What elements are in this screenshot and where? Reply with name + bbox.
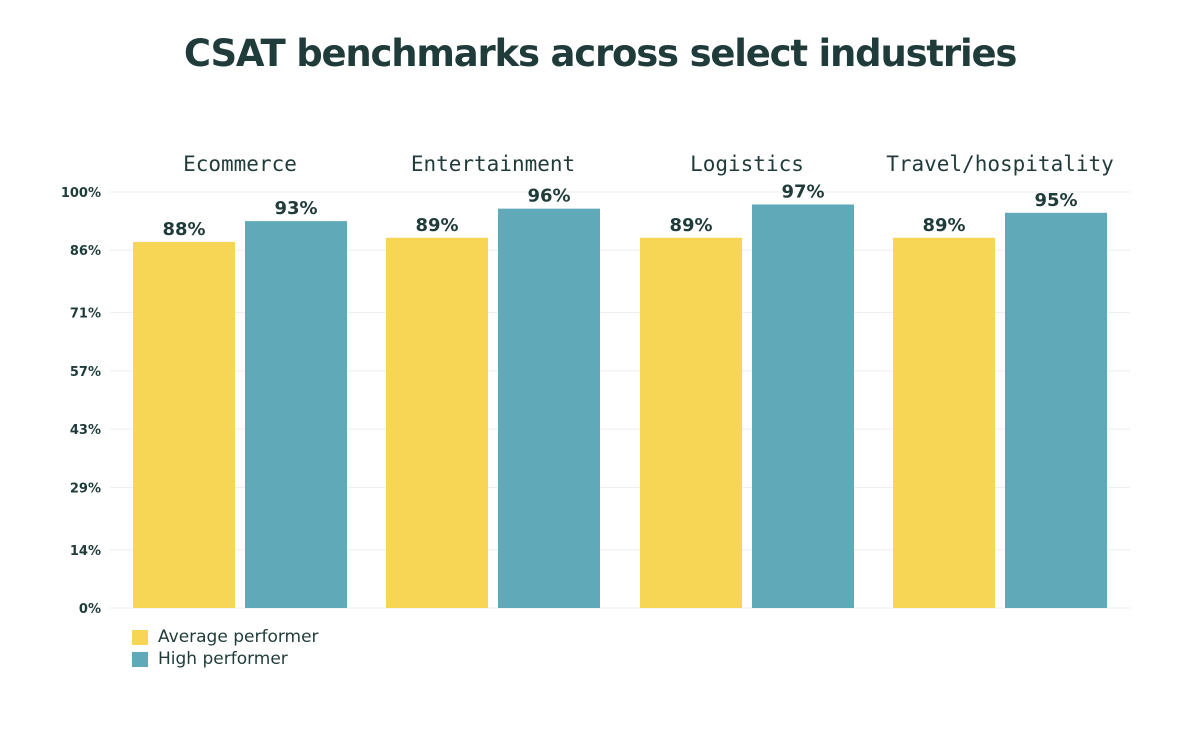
legend-label-average: Average performer [158,627,319,647]
bar [752,204,854,609]
y-tick-label: 57% [70,365,101,380]
legend: Average performer High performer [132,626,319,670]
bar [640,237,742,608]
bar [386,237,488,608]
category-label: Entertainment [411,152,575,176]
data-label: 89% [669,215,712,236]
data-label: 89% [922,215,965,236]
bar [245,221,347,608]
data-label: 93% [274,198,317,219]
y-tick-label: 29% [70,481,101,496]
data-label: 95% [1034,190,1077,211]
y-tick-label: 86% [70,244,101,259]
category-label: Ecommerce [183,152,297,176]
y-tick-label: 43% [70,423,101,438]
data-label: 96% [527,186,570,207]
data-label: 89% [415,215,458,236]
bar [133,241,235,609]
data-label: 88% [162,219,205,240]
bar [1005,212,1107,609]
y-tick-label: 0% [79,602,101,617]
data-label: 97% [781,181,824,202]
chart-title: CSAT benchmarks across select industries [183,32,1018,75]
data-labels: 88% 93% 89% 96% 89% 97% 89% 95% [162,181,1077,239]
legend-item-average: Average performer [132,626,319,648]
legend-label-high: High performer [158,649,288,669]
bar [498,208,600,608]
category-label: Travel/hospitality [886,152,1114,176]
legend-item-high: High performer [132,648,319,670]
y-tick-label: 100% [61,186,101,201]
category-label: Logistics [690,152,804,176]
bars [133,204,1107,609]
y-axis-ticks: 0% 14% 29% 43% 57% 71% 86% 100% [61,186,101,617]
y-tick-label: 14% [70,544,101,559]
bar [893,237,995,608]
category-labels: Ecommerce Entertainment Logistics Travel/ho… [183,152,1114,176]
legend-swatch-average [132,629,148,645]
legend-swatch-high [132,651,148,667]
y-tick-label: 71% [70,307,101,322]
